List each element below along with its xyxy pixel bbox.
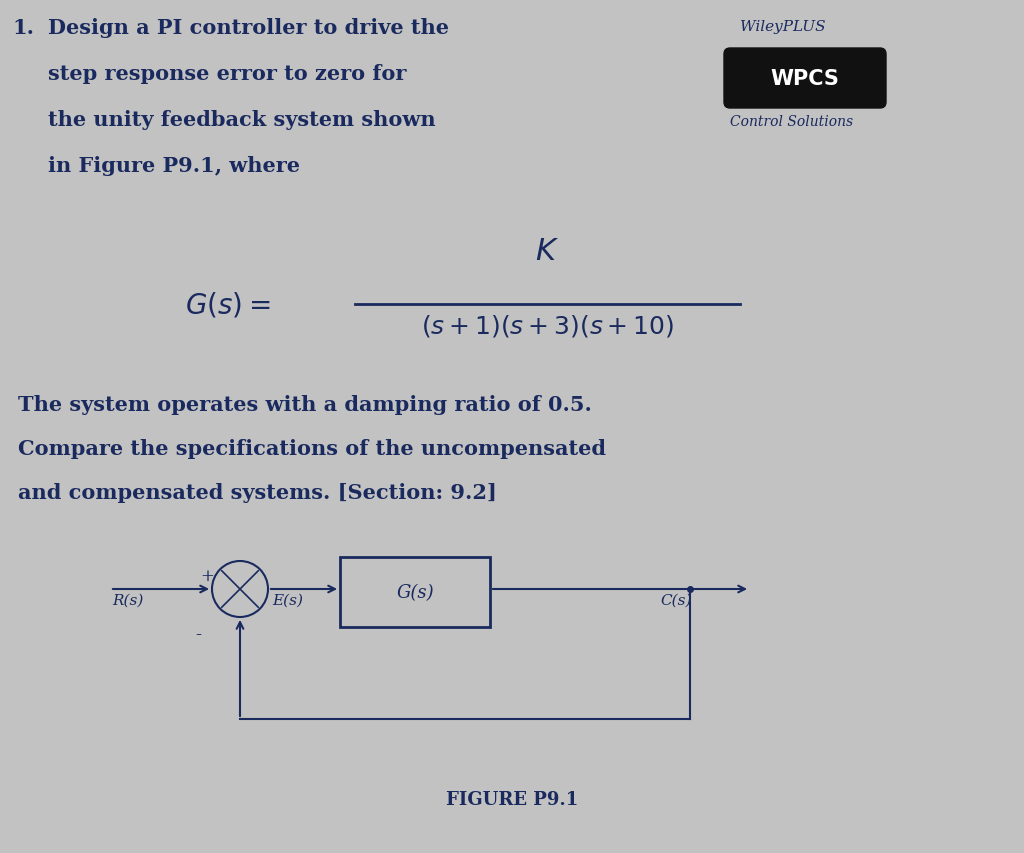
Text: Compare the specifications of the uncompensated: Compare the specifications of the uncomp…	[18, 438, 606, 458]
Text: step response error to zero for: step response error to zero for	[48, 64, 407, 84]
Text: R(s): R(s)	[112, 594, 143, 607]
Bar	[340, 557, 490, 627]
Text: The system operates with a damping ratio of 0.5.: The system operates with a damping ratio…	[18, 395, 592, 415]
Text: $G(s) =$: $G(s) =$	[185, 290, 270, 319]
Text: 1.: 1.	[12, 18, 34, 38]
Text: $(s + 1)(s + 3)(s + 10)$: $(s + 1)(s + 3)(s + 10)$	[421, 313, 674, 339]
FancyBboxPatch shape	[724, 49, 886, 109]
Text: $K$: $K$	[536, 235, 559, 267]
Text: Design a PI controller to drive the: Design a PI controller to drive the	[48, 18, 449, 38]
Text: the unity feedback system shown: the unity feedback system shown	[48, 110, 435, 130]
Text: E(s): E(s)	[272, 594, 303, 607]
Text: +: +	[200, 567, 214, 584]
Text: FIGURE P9.1: FIGURE P9.1	[445, 790, 579, 808]
Text: C(s): C(s)	[660, 594, 691, 607]
Text: -: -	[195, 625, 201, 643]
Text: in Figure P9.1, where: in Figure P9.1, where	[48, 156, 300, 176]
Text: Control Solutions: Control Solutions	[730, 115, 853, 129]
Text: G(s): G(s)	[396, 583, 434, 601]
Text: and compensated systems. [Section: 9.2]: and compensated systems. [Section: 9.2]	[18, 483, 497, 502]
Text: WPCS: WPCS	[771, 69, 840, 89]
Text: WileyPLUS: WileyPLUS	[740, 20, 825, 34]
